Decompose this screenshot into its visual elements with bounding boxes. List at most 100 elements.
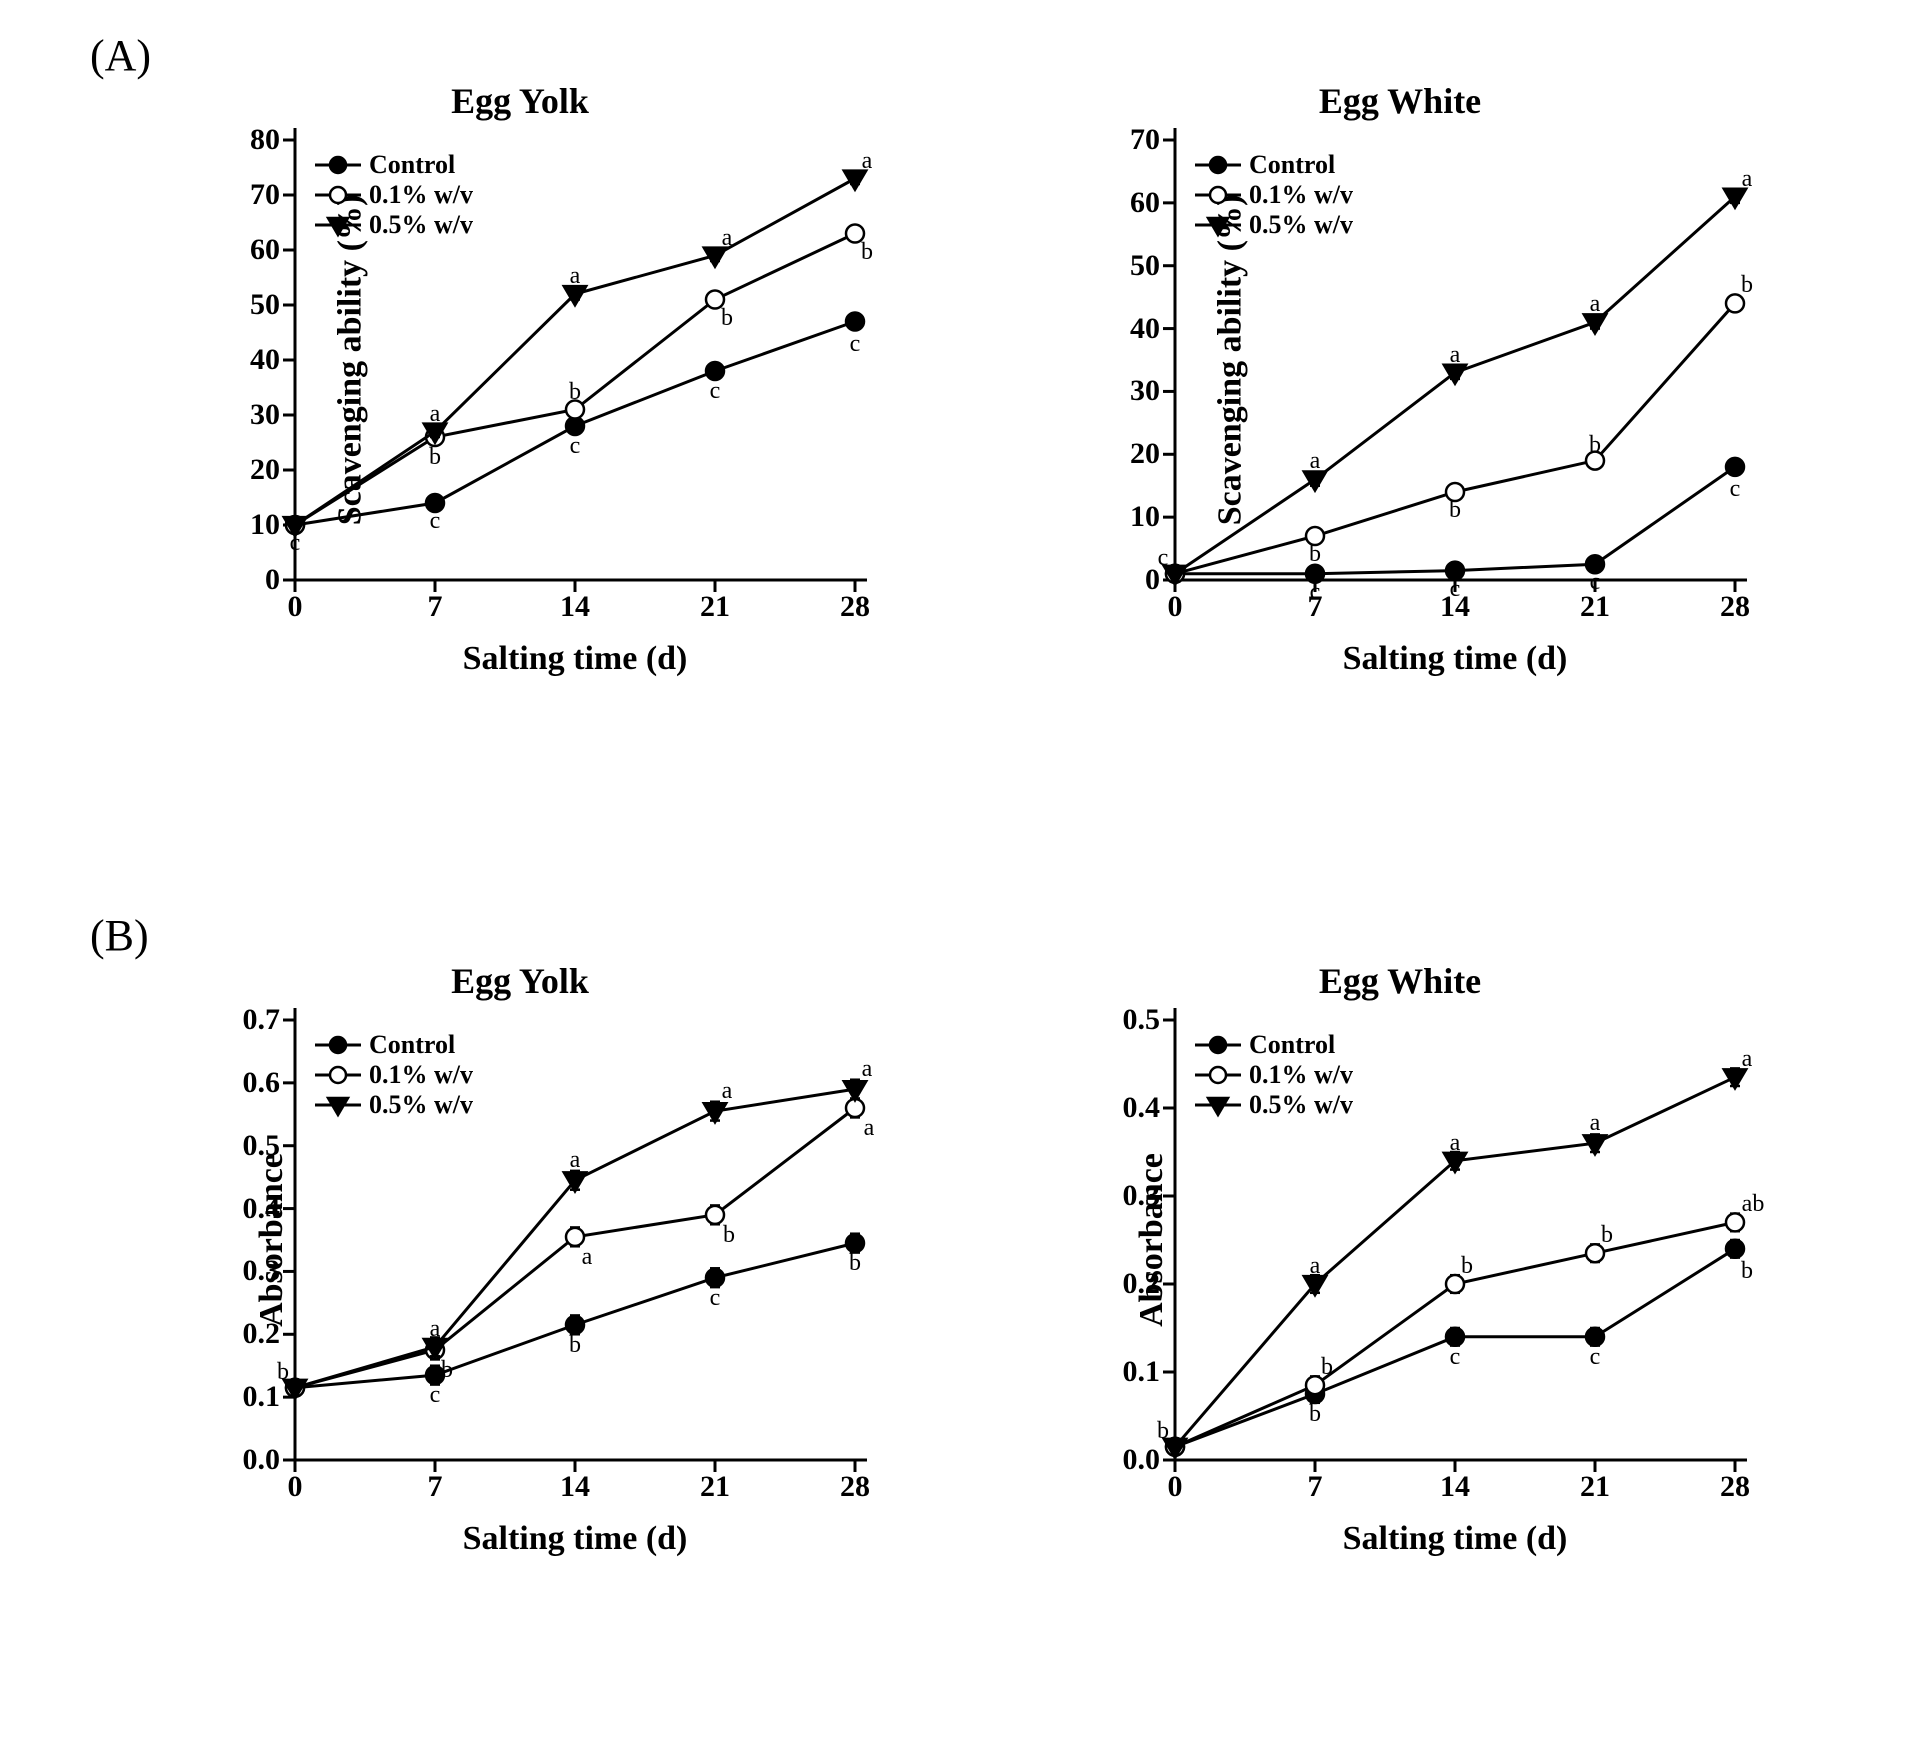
y-axis-title: Scavenging ability (%) xyxy=(331,195,369,526)
plot-area: 0.00.10.20.30.40.507142128AbsorbanceSalt… xyxy=(1175,1020,1735,1460)
y-tick-label: 0.1 xyxy=(1060,1355,1160,1389)
legend-item: Control xyxy=(1195,1030,1353,1060)
data-point xyxy=(566,1316,584,1334)
legend-label: 0.5% w/v xyxy=(369,209,473,242)
legend-item: 0.5% w/v xyxy=(315,1090,473,1120)
data-point xyxy=(846,225,864,243)
legend-item: 0.1% w/v xyxy=(1195,1060,1353,1090)
y-tick-label: 60 xyxy=(1060,186,1160,220)
panel-label-a: (A) xyxy=(90,30,151,81)
data-point xyxy=(1726,1213,1744,1231)
x-tick-label: 21 xyxy=(1565,1470,1625,1504)
legend-item: 0.1% w/v xyxy=(315,180,473,210)
plot-area: 0.00.10.20.30.40.50.60.707142128Absorban… xyxy=(295,1020,855,1460)
x-tick-label: 21 xyxy=(685,590,745,624)
y-axis-title: Absorbance xyxy=(253,1153,291,1327)
data-point xyxy=(704,1103,727,1122)
chart-b-left: Egg Yolk 0.00.10.20.30.40.50.60.707142128… xyxy=(140,960,900,1600)
data-point xyxy=(1446,483,1464,501)
y-tick-label: 20 xyxy=(1060,437,1160,471)
y-tick-label: 10 xyxy=(1060,500,1160,534)
x-tick-label: 28 xyxy=(825,590,885,624)
x-tick-label: 28 xyxy=(1705,590,1765,624)
y-tick-label: 70 xyxy=(180,178,280,212)
data-point xyxy=(1306,565,1324,583)
x-tick-label: 21 xyxy=(685,1470,745,1504)
legend-label: 0.5% w/v xyxy=(1249,1089,1353,1122)
legend: Control 0.1% w/v 0.5% w/v xyxy=(1195,1030,1353,1120)
legend-marker-circle xyxy=(1195,1030,1241,1060)
chart-title: Egg White xyxy=(1020,960,1780,1002)
figure-root: (A) (B) Egg Yolk010203040506070800714212… xyxy=(0,0,1908,1754)
plot-area: 01020304050607007142128Scavenging abilit… xyxy=(1175,140,1735,580)
y-tick-label: 20 xyxy=(180,453,280,487)
x-tick-label: 0 xyxy=(1145,590,1205,624)
y-tick-label: 60 xyxy=(180,233,280,267)
x-tick-label: 7 xyxy=(405,590,465,624)
legend-label: 0.5% w/v xyxy=(369,1089,473,1122)
panel-label-b: (B) xyxy=(90,910,149,961)
legend-label: 0.1% w/v xyxy=(1249,179,1353,212)
y-tick-label: 0.6 xyxy=(180,1066,280,1100)
chart-title: Egg Yolk xyxy=(140,960,900,1002)
legend-item: Control xyxy=(1195,150,1353,180)
legend-marker-circle xyxy=(315,1030,361,1060)
x-axis-title: Salting time (d) xyxy=(295,1520,855,1558)
y-axis-title: Scavenging ability (%) xyxy=(1211,195,1249,526)
data-point xyxy=(426,1366,444,1384)
legend-label: Control xyxy=(369,1029,455,1062)
data-point xyxy=(1726,294,1744,312)
y-tick-label: 0.1 xyxy=(180,1380,280,1414)
data-point xyxy=(706,362,724,380)
chart-a-left: Egg Yolk0102030405060708007142128Scaveng… xyxy=(140,80,900,720)
legend-item: 0.1% w/v xyxy=(1195,180,1353,210)
data-point xyxy=(1726,458,1744,476)
data-point xyxy=(1726,1240,1744,1258)
x-tick-label: 7 xyxy=(1285,1470,1345,1504)
legend-marker-circle xyxy=(315,150,361,180)
x-tick-label: 0 xyxy=(265,1470,325,1504)
legend-label: Control xyxy=(369,149,455,182)
legend-marker-circle xyxy=(1195,1060,1241,1090)
chart-title: Egg Yolk xyxy=(140,80,900,122)
y-tick-label: 0.4 xyxy=(1060,1091,1160,1125)
data-point xyxy=(1724,1069,1747,1088)
legend-item: 0.1% w/v xyxy=(315,1060,473,1090)
x-tick-label: 21 xyxy=(1565,590,1625,624)
y-tick-label: 40 xyxy=(180,343,280,377)
x-tick-label: 28 xyxy=(1705,1470,1765,1504)
data-point xyxy=(1446,1328,1464,1346)
x-axis-title: Salting time (d) xyxy=(1175,1520,1735,1558)
legend: Control 0.1% w/v 0.5% w/v xyxy=(1195,150,1353,240)
x-tick-label: 14 xyxy=(1425,1470,1485,1504)
legend: Control 0.1% w/v 0.5% w/v xyxy=(315,1030,473,1120)
y-tick-label: 40 xyxy=(1060,312,1160,346)
data-point xyxy=(1306,527,1324,545)
x-tick-label: 7 xyxy=(1285,590,1345,624)
data-point xyxy=(706,1206,724,1224)
legend-marker-triangle-down xyxy=(1195,210,1241,240)
x-tick-label: 7 xyxy=(405,1470,465,1504)
y-tick-label: 10 xyxy=(180,508,280,542)
data-point xyxy=(844,171,867,190)
data-point xyxy=(706,291,724,309)
x-axis-title: Salting time (d) xyxy=(1175,640,1735,678)
x-tick-label: 0 xyxy=(1145,1470,1205,1504)
legend-marker-circle xyxy=(1195,180,1241,210)
data-point xyxy=(426,494,444,512)
y-tick-label: 50 xyxy=(180,288,280,322)
data-point xyxy=(1586,452,1604,470)
legend: Control 0.1% w/v 0.5% w/v xyxy=(315,150,473,240)
chart-title: Egg White xyxy=(1020,80,1780,122)
x-tick-label: 0 xyxy=(265,590,325,624)
y-tick-label: 50 xyxy=(1060,249,1160,283)
x-tick-label: 14 xyxy=(545,590,605,624)
legend-marker-triangle-down xyxy=(315,1090,361,1120)
data-point xyxy=(846,313,864,331)
legend-item: 0.5% w/v xyxy=(1195,1090,1353,1120)
legend-marker-triangle-down xyxy=(315,210,361,240)
x-tick-label: 14 xyxy=(545,1470,605,1504)
legend-label: Control xyxy=(1249,1029,1335,1062)
legend-label: 0.1% w/v xyxy=(1249,1059,1353,1092)
legend-item: Control xyxy=(315,1030,473,1060)
